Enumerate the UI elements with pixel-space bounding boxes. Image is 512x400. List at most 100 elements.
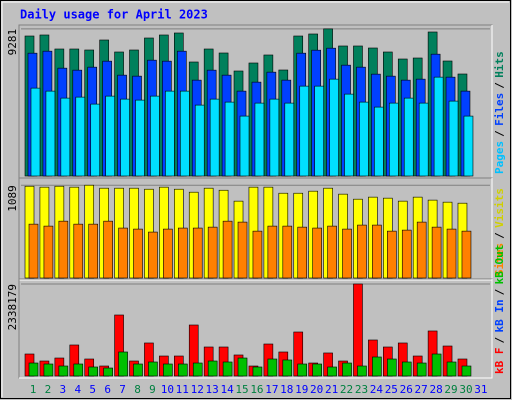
legend-separator: / bbox=[493, 288, 506, 295]
bar bbox=[105, 95, 115, 177]
x-tick-label: 14 bbox=[220, 383, 234, 396]
bar bbox=[73, 363, 84, 377]
bar bbox=[463, 115, 474, 177]
y-tick-label: 9281 bbox=[6, 29, 19, 56]
bar bbox=[133, 363, 143, 377]
bar bbox=[239, 115, 250, 177]
x-tick-label: 15 bbox=[235, 383, 248, 396]
bar bbox=[403, 97, 414, 177]
x-tick-label: 27 bbox=[415, 383, 428, 396]
bar bbox=[237, 357, 248, 377]
bar bbox=[282, 359, 293, 377]
bar bbox=[269, 98, 280, 177]
bar bbox=[192, 227, 203, 279]
bar bbox=[327, 225, 337, 279]
bar bbox=[297, 363, 308, 377]
bar bbox=[58, 365, 69, 377]
x-tick-label: 9 bbox=[149, 383, 156, 396]
bar bbox=[327, 366, 337, 377]
bar bbox=[88, 223, 99, 279]
x-tick-label: 25 bbox=[385, 383, 398, 396]
x-tick-label: 13 bbox=[206, 383, 219, 396]
bar bbox=[192, 362, 203, 377]
bar bbox=[118, 227, 128, 279]
bar bbox=[448, 100, 459, 177]
x-tick-label: 16 bbox=[250, 383, 263, 396]
bar bbox=[267, 358, 278, 377]
x-tick-label: 18 bbox=[280, 383, 293, 396]
bar bbox=[372, 224, 382, 279]
legend-separator: / bbox=[493, 82, 506, 89]
bar bbox=[120, 98, 130, 177]
bar bbox=[401, 361, 412, 377]
legend-separator: / bbox=[493, 337, 506, 344]
bar bbox=[148, 361, 158, 377]
bar bbox=[254, 102, 265, 177]
bar bbox=[88, 366, 99, 377]
bar bbox=[163, 363, 173, 377]
bar bbox=[148, 231, 158, 279]
bar bbox=[372, 356, 382, 377]
y-tick-label: 2338179 bbox=[6, 284, 19, 330]
bar bbox=[43, 363, 54, 377]
legend-label: kB Out bbox=[493, 245, 506, 285]
x-tick-label: 21 bbox=[325, 383, 338, 396]
bar bbox=[342, 362, 352, 377]
bar bbox=[252, 230, 263, 279]
bar bbox=[45, 90, 56, 177]
bar bbox=[282, 225, 293, 279]
bar bbox=[207, 360, 218, 377]
legend-separator: / bbox=[493, 130, 506, 137]
x-tick-label: 10 bbox=[161, 383, 174, 396]
x-tick-label: 17 bbox=[265, 383, 278, 396]
bar bbox=[344, 93, 354, 177]
bar bbox=[297, 226, 308, 279]
legend-label: Pages bbox=[493, 141, 506, 174]
x-tick-label: 1 bbox=[30, 383, 37, 396]
bar bbox=[446, 228, 457, 279]
x-tick-label: 30 bbox=[459, 383, 472, 396]
x-tick-label: 4 bbox=[74, 383, 81, 396]
bar bbox=[357, 365, 367, 377]
bar bbox=[118, 351, 128, 377]
x-tick-label: 28 bbox=[429, 383, 442, 396]
bar bbox=[237, 221, 248, 279]
x-tick-label: 23 bbox=[355, 383, 368, 396]
bar bbox=[90, 103, 101, 177]
bar bbox=[387, 358, 397, 377]
bar bbox=[329, 78, 339, 177]
bar bbox=[75, 96, 86, 177]
bar bbox=[312, 227, 322, 279]
legend-label: Hits bbox=[493, 51, 506, 78]
x-tick-label: 5 bbox=[89, 383, 96, 396]
legend-label: kB In bbox=[493, 299, 506, 332]
bar bbox=[357, 224, 367, 279]
bar bbox=[389, 102, 399, 177]
bar bbox=[299, 85, 310, 177]
bar bbox=[209, 98, 220, 177]
bar bbox=[103, 220, 113, 279]
x-tick-label: 22 bbox=[340, 383, 353, 396]
bar bbox=[60, 97, 71, 177]
x-tick-label: 24 bbox=[370, 383, 384, 396]
x-tick-label: 26 bbox=[400, 383, 413, 396]
panel-bevel bbox=[19, 279, 493, 379]
bar bbox=[267, 225, 278, 279]
x-tick-label: 6 bbox=[104, 383, 111, 396]
bar bbox=[433, 76, 444, 177]
bar bbox=[165, 90, 175, 177]
bar bbox=[224, 101, 235, 177]
bar bbox=[73, 223, 84, 279]
bar bbox=[28, 362, 39, 377]
bar bbox=[431, 353, 442, 377]
bar bbox=[135, 99, 145, 177]
bar bbox=[194, 104, 205, 177]
bar bbox=[178, 363, 188, 377]
bar bbox=[416, 362, 427, 377]
chart-title: Daily usage for April 2023 bbox=[20, 8, 208, 22]
bar bbox=[401, 229, 412, 279]
bar bbox=[342, 228, 352, 279]
